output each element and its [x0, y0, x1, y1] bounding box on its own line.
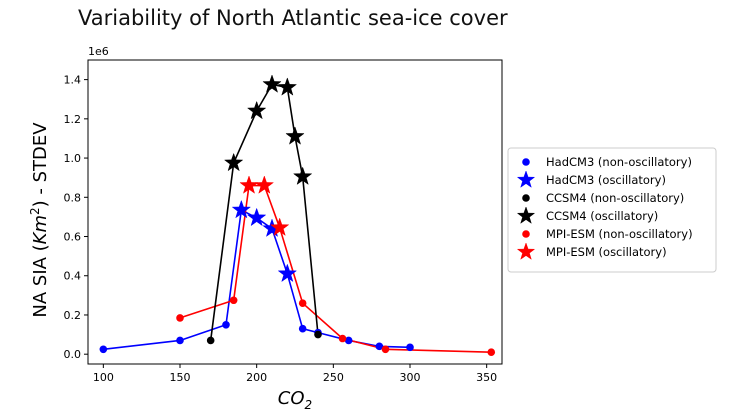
y-tick-label: 1.0 — [64, 152, 82, 165]
y-axis-label: NA SIA (Km2) - STDEV — [28, 122, 51, 318]
y-tick-label: 0.0 — [64, 348, 82, 361]
ccsm4-oscillatory-point — [223, 152, 244, 172]
ccsm4-oscillatory-point — [262, 74, 282, 93]
mpi-esm-non-oscillatory-point — [381, 345, 390, 354]
mpi-esm-oscillatory-point — [269, 217, 290, 236]
y-offset-label: 1e6 — [88, 45, 109, 58]
x-tick-label: 100 — [93, 371, 114, 384]
hadcm3-non-oscillatory-point — [222, 320, 230, 329]
y-tick-label: 1.4 — [64, 74, 82, 87]
y-tick-label: 1.2 — [64, 113, 82, 126]
ccsm4-non-oscillatory-point — [314, 330, 322, 339]
y-tick-label: 0.2 — [64, 309, 82, 322]
hadcm3-non-oscillatory-point — [344, 336, 353, 345]
x-tick-label: 200 — [246, 371, 267, 384]
mpi-esm-non-oscillatory-point — [298, 299, 307, 308]
chart-title: Variability of North Atlantic sea-ice co… — [78, 6, 508, 30]
mpi-esm-non-oscillatory-point — [338, 334, 347, 343]
legend-entry-label: HadCM3 (oscillatory) — [546, 173, 666, 187]
plot-frame — [87, 59, 503, 365]
mpi-esm-non-oscillatory-point — [176, 314, 184, 322]
legend-entry-label: CCSM4 (non-oscillatory) — [546, 191, 684, 205]
hadcm3-non-oscillatory-point — [176, 336, 184, 345]
legend-box — [507, 147, 717, 273]
ccsm4-oscillatory-point — [277, 77, 298, 96]
hadcm3-non-oscillatory-point — [406, 343, 414, 352]
hadcm3-non-oscillatory-point — [99, 345, 108, 354]
hadcm3-line — [103, 209, 411, 351]
x-tick-label: 300 — [400, 371, 421, 384]
x-tick-label: 250 — [323, 371, 344, 384]
legend-entry-label: CCSM4 (oscillatory) — [546, 209, 658, 223]
mpi-esm-non-oscillatory-point — [487, 348, 496, 357]
hadcm3-oscillatory-point — [277, 263, 298, 283]
hadcm3-oscillatory-point — [231, 199, 252, 219]
mpi-esm-oscillatory-point — [254, 175, 275, 194]
ccsm4-line — [209, 83, 319, 341]
ccsm4-oscillatory-point — [292, 166, 313, 185]
x-tick-label: 150 — [170, 371, 191, 384]
y-tick-label: 0.6 — [64, 231, 82, 244]
ccsm4-oscillatory-point — [246, 100, 267, 120]
legend-dot-marker — [522, 230, 530, 238]
ccsm4-non-oscillatory-point — [206, 336, 215, 345]
mpi-esm-non-oscillatory-point — [229, 296, 238, 305]
legend-star-marker — [516, 242, 536, 260]
hadcm3-oscillatory-point — [246, 207, 267, 227]
hadcm3-non-oscillatory-point — [298, 324, 307, 333]
ccsm4-oscillatory-point — [285, 126, 305, 145]
x-axis-label: CO2 — [278, 388, 312, 412]
legend-star-marker — [516, 206, 536, 224]
y-tick-label: 0.4 — [64, 270, 82, 283]
legend-dot-marker — [522, 194, 530, 202]
hadcm3-non-oscillatory-point — [375, 342, 384, 351]
legend-entry-label: MPI-ESM (non-oscillatory) — [546, 227, 693, 241]
legend-dot-marker — [522, 158, 530, 166]
legend-entry-label: HadCM3 (non-oscillatory) — [546, 155, 692, 169]
legend-entry-label: MPI-ESM (oscillatory) — [546, 245, 667, 259]
legend-star-marker — [516, 170, 536, 188]
x-tick-label: 350 — [476, 371, 497, 384]
y-tick-label: 0.8 — [64, 191, 82, 204]
